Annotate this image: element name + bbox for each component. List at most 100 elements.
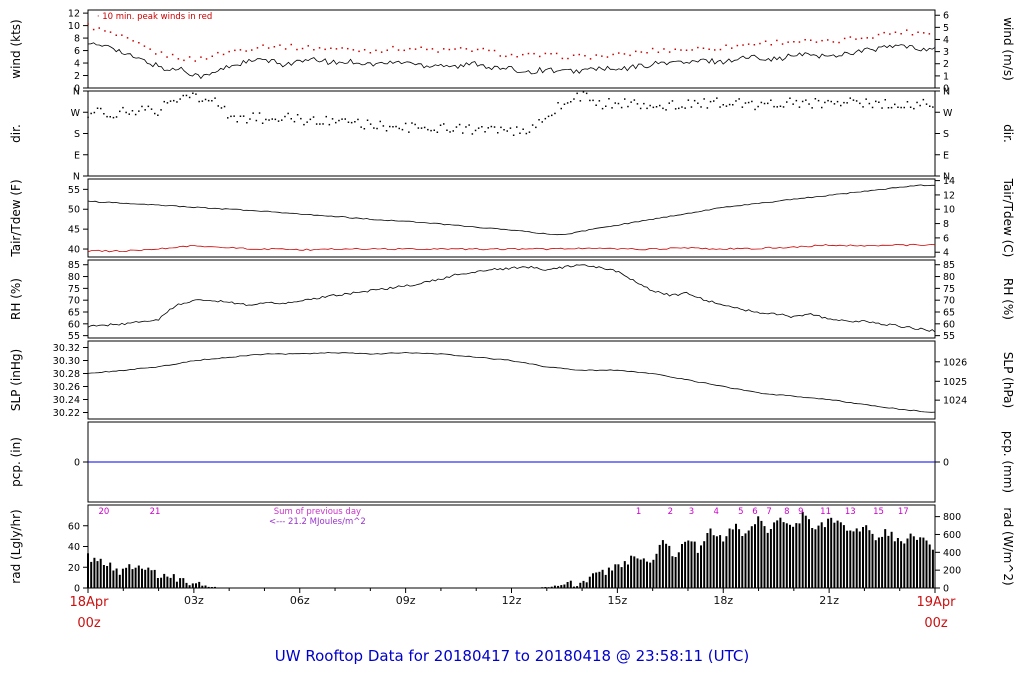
svg-text:Tair/Tdew (F): Tair/Tdew (F) (9, 179, 23, 257)
svg-text:65: 65 (68, 308, 80, 319)
svg-text:200: 200 (943, 566, 961, 577)
svg-text:N: N (943, 172, 950, 183)
svg-text:70: 70 (68, 296, 80, 307)
series-air-temperature (87, 184, 935, 236)
svg-text:3: 3 (689, 507, 694, 517)
svg-text:09z: 09z (396, 594, 416, 607)
svg-text:55: 55 (68, 331, 80, 342)
svg-text:21: 21 (150, 507, 161, 517)
svg-text:RH (%): RH (%) (1001, 278, 1015, 320)
svg-text:4: 4 (74, 59, 80, 70)
svg-text:60: 60 (68, 521, 80, 532)
svg-text:0: 0 (943, 584, 949, 595)
svg-text:80: 80 (943, 272, 955, 283)
svg-text:40: 40 (68, 542, 80, 553)
svg-text:rad (W/m^2): rad (W/m^2) (1001, 507, 1015, 585)
svg-text:60: 60 (943, 319, 955, 330)
svg-text:SLP (hPa): SLP (hPa) (1001, 352, 1015, 408)
svg-text:8: 8 (943, 219, 949, 230)
svg-text:6: 6 (74, 46, 80, 57)
svg-text:rad (Lgly/hr): rad (Lgly/hr) (9, 509, 23, 583)
svg-text:12z: 12z (502, 594, 522, 607)
svg-text:2: 2 (943, 59, 949, 70)
svg-text:dir.: dir. (9, 124, 23, 143)
end-hour-label: 00z (924, 615, 948, 631)
svg-text:17: 17 (898, 507, 909, 517)
svg-text:600: 600 (943, 530, 961, 541)
start-hour-label: 00z (77, 615, 101, 631)
svg-text:Sum of previous day: Sum of previous day (274, 507, 361, 517)
svg-text:E: E (943, 150, 949, 161)
svg-text:75: 75 (68, 284, 80, 295)
series-wind-direction (87, 91, 934, 136)
svg-text:1: 1 (943, 71, 949, 82)
panel-pcp: 0 0 pcp. (in) pcp. (mm) (9, 421, 1015, 503)
svg-text:14: 14 (943, 176, 955, 187)
svg-text:RH (%): RH (%) (9, 278, 23, 320)
svg-text:03z: 03z (184, 594, 204, 607)
svg-text:5: 5 (738, 507, 743, 517)
svg-text:75: 75 (943, 284, 955, 295)
svg-text:12: 12 (68, 9, 80, 20)
svg-text:5: 5 (943, 23, 949, 34)
svg-text:50: 50 (68, 205, 80, 216)
svg-text:12: 12 (943, 190, 955, 201)
svg-text:10: 10 (943, 205, 955, 216)
svg-text:30.24: 30.24 (53, 395, 80, 406)
svg-text:N: N (73, 87, 80, 98)
svg-text:60: 60 (68, 319, 80, 330)
svg-text:W: W (943, 108, 953, 119)
svg-text:6: 6 (943, 11, 949, 22)
series-sea-level-pressure (87, 352, 936, 413)
svg-text:45: 45 (68, 225, 80, 236)
svg-text:7: 7 (766, 507, 771, 517)
start-date-label: 18Apr (69, 595, 109, 610)
panel-slp: 30.22 30.24 30.26 30.28 30.30 30.32 1024 1025 10… (9, 340, 1015, 420)
svg-text:9: 9 (798, 507, 803, 517)
svg-text:0: 0 (943, 84, 949, 95)
svg-text:0: 0 (74, 84, 80, 95)
svg-text:pcp. (mm): pcp. (mm) (1001, 431, 1015, 493)
svg-text:1: 1 (636, 507, 641, 517)
svg-text:20: 20 (68, 563, 80, 574)
svg-text:20: 20 (98, 507, 109, 517)
svg-text:wind (kts): wind (kts) (9, 19, 23, 78)
svg-text:55: 55 (943, 331, 955, 342)
svg-text:N: N (943, 87, 950, 98)
svg-text:2: 2 (668, 507, 673, 517)
series-dew-point (87, 243, 936, 253)
svg-text:800: 800 (943, 512, 961, 523)
svg-text:13: 13 (845, 507, 856, 517)
svg-text:30.30: 30.30 (53, 356, 80, 367)
svg-text:8: 8 (74, 34, 80, 45)
svg-text:15z: 15z (607, 594, 627, 607)
svg-text:3: 3 (943, 47, 949, 58)
svg-text:0: 0 (943, 458, 949, 469)
series-solar-radiation (87, 511, 934, 588)
svg-text:1026: 1026 (943, 357, 967, 368)
svg-text:30.28: 30.28 (53, 369, 80, 380)
svg-text:06z: 06z (290, 594, 310, 607)
svg-text:S: S (74, 129, 80, 140)
svg-text:30.32: 30.32 (53, 343, 80, 354)
x-axis-start-date: 18Apr 00z (46, 593, 132, 635)
svg-text:· 10 min. peak winds in red: · 10 min. peak winds in red (97, 12, 212, 22)
svg-text:pcp. (in): pcp. (in) (9, 437, 23, 487)
svg-text:4: 4 (943, 35, 949, 46)
svg-text:40: 40 (68, 245, 80, 256)
svg-text:S: S (943, 129, 949, 140)
svg-text:E: E (74, 150, 80, 161)
svg-text:Tair/Tdew (C): Tair/Tdew (C) (1001, 178, 1015, 258)
svg-text:30.26: 30.26 (53, 382, 80, 393)
svg-text:<--- 21.2 MJoules/m^2: <--- 21.2 MJoules/m^2 (269, 517, 366, 527)
x-axis: 03z 06z 09z 12z 15z 18z 21z (87, 588, 936, 607)
svg-text:0: 0 (74, 584, 80, 595)
svg-text:15: 15 (873, 507, 884, 517)
svg-text:1025: 1025 (943, 377, 967, 388)
svg-text:4: 4 (713, 507, 718, 517)
page-title: UW Rooftop Data for 20180417 to 20180418… (274, 647, 750, 665)
svg-text:400: 400 (943, 548, 961, 559)
